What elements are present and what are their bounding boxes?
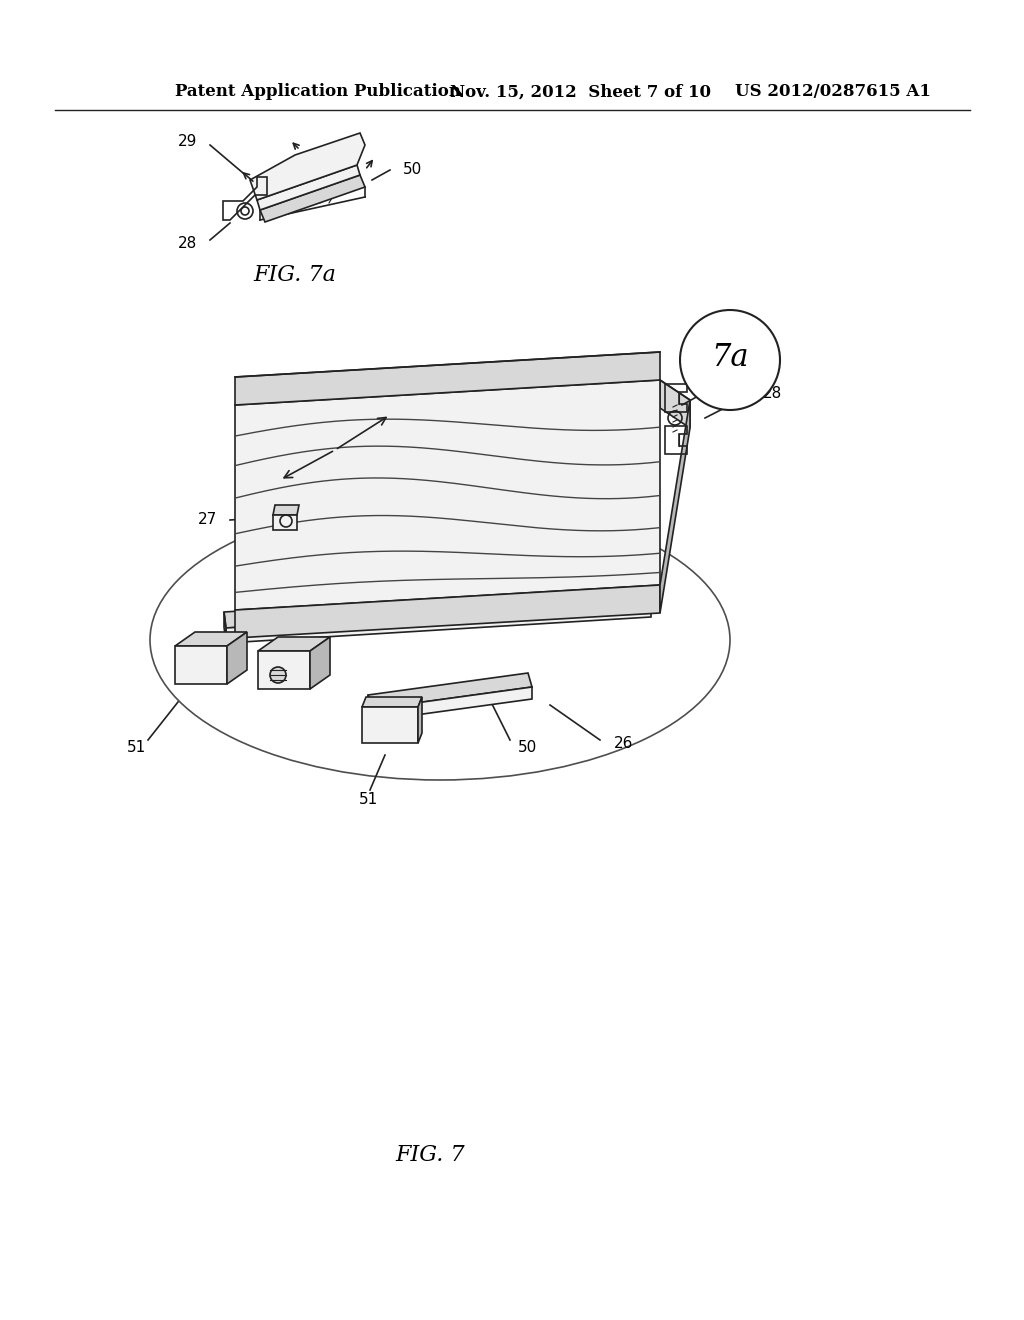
Text: 50: 50 [403, 161, 422, 177]
Polygon shape [362, 697, 422, 708]
Text: 26: 26 [614, 737, 634, 751]
Polygon shape [224, 612, 226, 643]
Polygon shape [660, 380, 690, 428]
Circle shape [680, 310, 780, 411]
Circle shape [270, 667, 286, 682]
Text: US 2012/0287615 A1: US 2012/0287615 A1 [735, 83, 931, 100]
Text: 51: 51 [127, 739, 146, 755]
Text: 28: 28 [178, 235, 197, 251]
Text: FIG. 7: FIG. 7 [395, 1144, 465, 1166]
Text: 27: 27 [198, 512, 217, 528]
Polygon shape [175, 645, 227, 684]
Polygon shape [660, 400, 690, 612]
Text: 51: 51 [358, 792, 378, 808]
Polygon shape [257, 165, 360, 210]
Text: 7a: 7a [712, 342, 749, 372]
Text: FIG. 7a: FIG. 7a [254, 264, 337, 286]
Polygon shape [273, 506, 299, 515]
Polygon shape [368, 696, 372, 721]
Text: 50: 50 [518, 741, 538, 755]
Polygon shape [226, 602, 651, 643]
Polygon shape [372, 686, 532, 721]
Text: Nov. 15, 2012  Sheet 7 of 10: Nov. 15, 2012 Sheet 7 of 10 [450, 83, 711, 100]
Polygon shape [234, 585, 660, 638]
Polygon shape [234, 352, 660, 405]
Polygon shape [418, 697, 422, 743]
Polygon shape [273, 515, 297, 531]
Polygon shape [368, 673, 532, 709]
Polygon shape [175, 632, 247, 645]
Text: 29: 29 [177, 135, 197, 149]
Polygon shape [227, 632, 247, 684]
Text: 28: 28 [763, 385, 782, 400]
Text: Patent Application Publication: Patent Application Publication [175, 83, 461, 100]
Polygon shape [234, 380, 660, 610]
Polygon shape [250, 133, 365, 201]
Polygon shape [310, 638, 330, 689]
Polygon shape [362, 708, 418, 743]
Polygon shape [258, 651, 310, 689]
Polygon shape [258, 638, 330, 651]
Polygon shape [260, 176, 365, 222]
Polygon shape [224, 586, 651, 628]
